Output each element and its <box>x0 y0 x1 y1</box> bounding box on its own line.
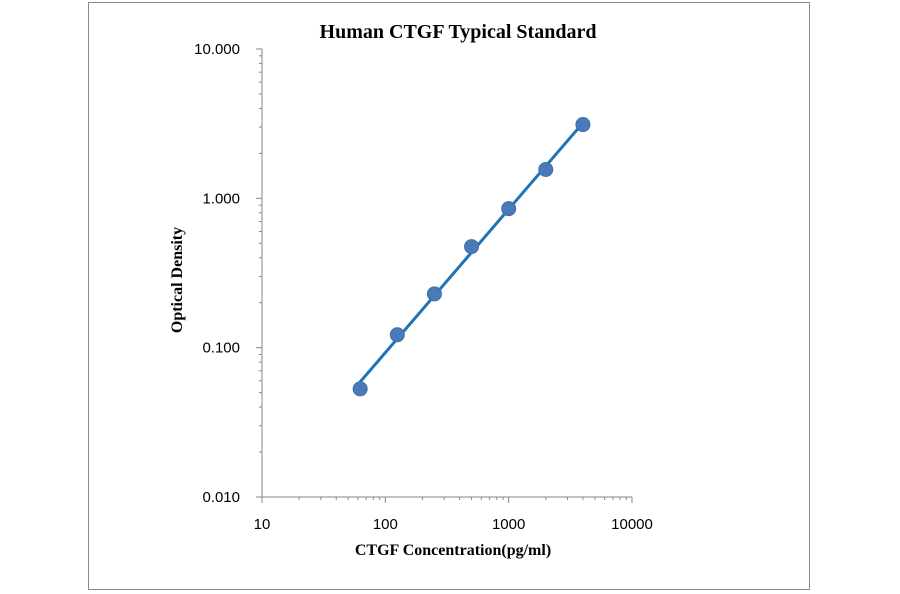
x-tick-label: 10 <box>254 516 271 533</box>
x-tick-label: 1000 <box>492 516 525 533</box>
chart-title: Human CTGF Typical Standard <box>320 21 597 43</box>
data-point <box>501 201 517 217</box>
y-tick-label: 1.000 <box>202 190 240 207</box>
data-point <box>538 161 554 177</box>
data-point <box>352 381 368 397</box>
data-point <box>389 327 405 343</box>
x-tick-label: 10000 <box>611 516 653 533</box>
y-axis-label: Optical Density <box>169 227 186 333</box>
x-axis-label: CTGF Concentration(pg/ml) <box>355 542 551 559</box>
data-point <box>426 286 442 302</box>
data-point <box>464 239 480 255</box>
x-tick-label: 100 <box>373 516 398 533</box>
data-point <box>575 117 591 133</box>
y-tick-label: 10.000 <box>194 41 240 58</box>
axes <box>256 48 633 503</box>
y-tick-label: 0.010 <box>202 489 240 506</box>
tick-labels: 0.010 0.100 1.000 10.000 10 100 1000 10000 <box>194 41 653 533</box>
data-points <box>352 117 591 397</box>
chart-frame <box>88 2 810 590</box>
y-tick-label: 0.100 <box>202 340 240 357</box>
